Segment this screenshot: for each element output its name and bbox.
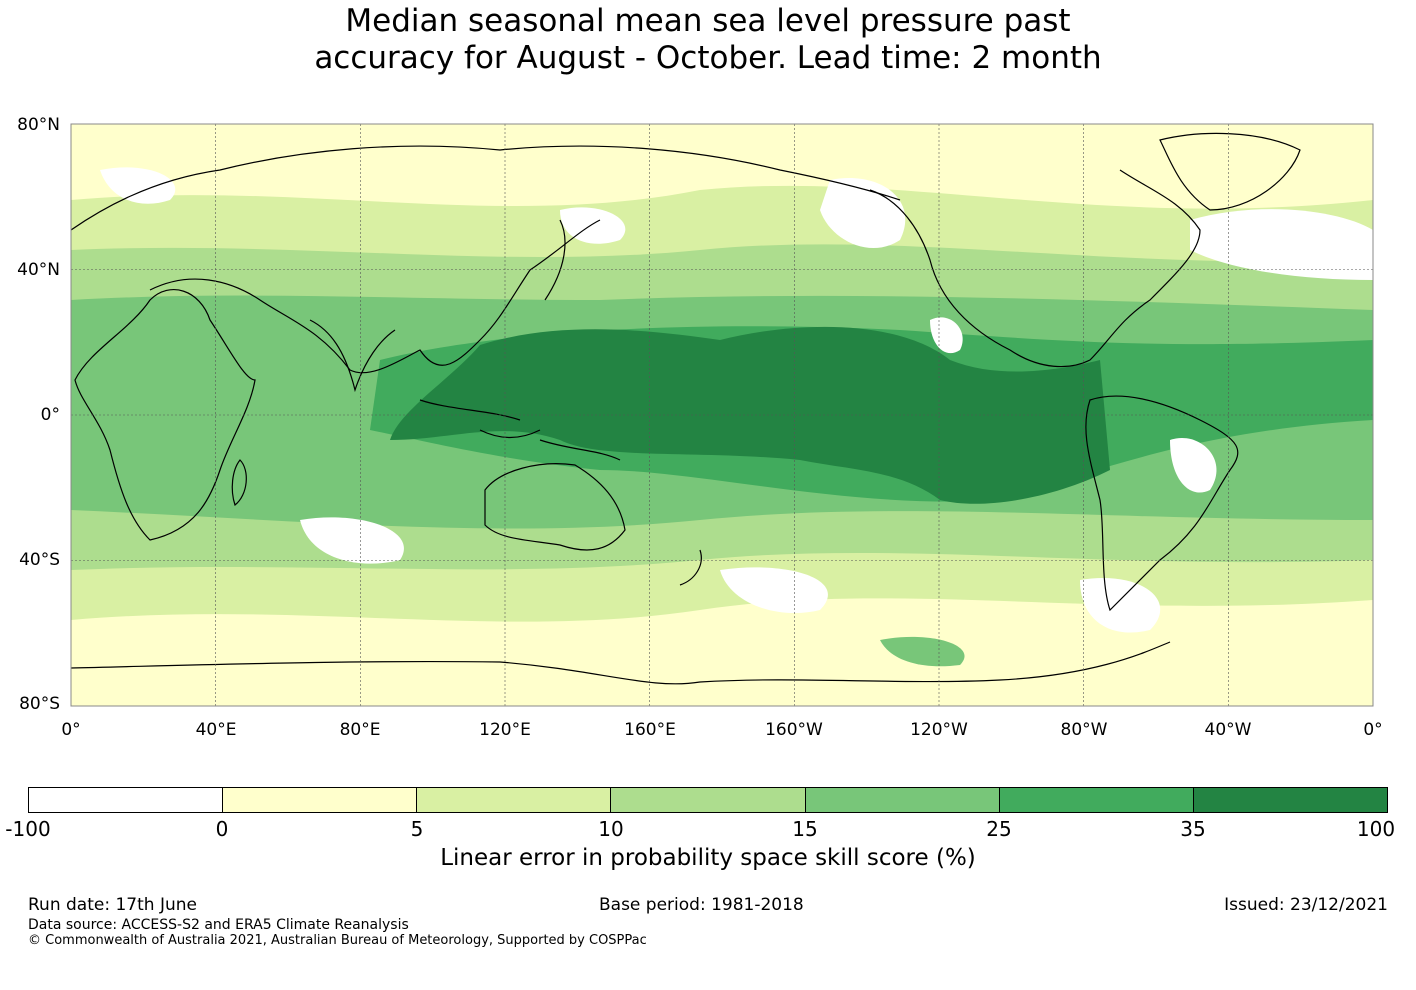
copyright: © Commonwealth of Australia 2021, Austra… xyxy=(28,933,647,948)
graticule xyxy=(71,124,1373,706)
lat-label-40n: 40°N xyxy=(17,260,60,280)
coastline-madagascar xyxy=(231,459,247,506)
coastline-asia-south xyxy=(149,219,601,374)
map-frame xyxy=(70,123,1374,707)
map-title-line-1: Median seasonal mean sea level pressure … xyxy=(345,3,1071,39)
data-source: Data source: ACCESS-S2 and ERA5 Climate … xyxy=(28,917,409,933)
lon-label-40e: 40°E xyxy=(195,720,237,740)
colorbar-tick: 15 xyxy=(792,817,818,841)
lon-label-160e: 160°E xyxy=(624,720,676,740)
issued-date: Issued: 23/12/2021 xyxy=(1224,895,1388,915)
colorbar-segment xyxy=(1193,788,1387,812)
base-period: Base period: 1981-2018 xyxy=(599,895,804,915)
lon-label-0-east: 0° xyxy=(1363,720,1383,740)
colorbar-tick: 25 xyxy=(986,817,1012,841)
coastlines xyxy=(71,132,1301,685)
coastline-antarctica xyxy=(71,641,1171,685)
colorbar-segment xyxy=(417,788,612,812)
colorbar-label: Linear error in probability space skill … xyxy=(440,845,976,871)
coastline-india xyxy=(309,319,396,393)
map-title-line-2: accuracy for August - October. Lead time… xyxy=(314,40,1102,76)
coastline-japan xyxy=(544,219,566,301)
colorbar-segment xyxy=(223,788,418,812)
lon-label-80w: 80°W xyxy=(1060,720,1108,740)
colorbar-tick: 35 xyxy=(1180,817,1206,841)
lat-label-40s: 40°S xyxy=(19,550,60,570)
colorbar-tick: 0 xyxy=(215,817,229,841)
lat-label-80s: 80°S xyxy=(19,694,60,714)
skill-score-field xyxy=(71,124,1373,706)
colorbar-tick: 10 xyxy=(598,817,624,841)
colorbar-segment xyxy=(611,788,806,812)
coastline-new-zealand xyxy=(679,549,702,586)
coastline-south-america xyxy=(1085,395,1239,612)
lon-label-160w: 160°W xyxy=(765,720,823,740)
colorbar-segment xyxy=(29,788,224,812)
colorbar-tick: 5 xyxy=(410,817,424,841)
lon-label-0-west: 0° xyxy=(61,720,81,740)
colorbar-segment xyxy=(805,788,1000,812)
coastline-africa xyxy=(74,289,256,541)
coastline-north-america xyxy=(869,169,1201,368)
lon-label-40w: 40°W xyxy=(1204,720,1252,740)
lon-label-120w: 120°W xyxy=(910,720,968,740)
colorbar-segment xyxy=(999,788,1194,812)
colorbar-tick: 100 xyxy=(1356,817,1396,841)
colorbar xyxy=(28,787,1388,813)
lat-label-80n: 80°N xyxy=(17,115,60,135)
lon-label-120e: 120°E xyxy=(479,720,531,740)
colorbar-tick: -100 xyxy=(5,817,51,841)
coastline-eurasia-north xyxy=(71,145,901,231)
coastline-australia xyxy=(484,463,626,551)
coastline-greenland xyxy=(1159,132,1301,211)
run-date: Run date: 17th June xyxy=(28,895,197,915)
lon-label-80e: 80°E xyxy=(339,720,381,740)
coastline-indonesia xyxy=(419,399,621,461)
lat-label-equator: 0° xyxy=(40,405,60,425)
